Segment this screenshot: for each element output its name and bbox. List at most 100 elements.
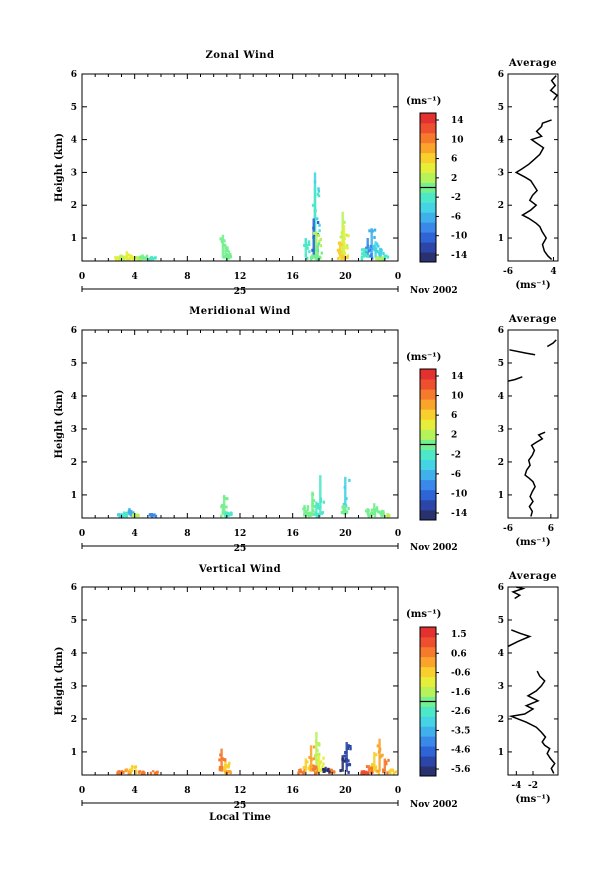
y-tick-label: 3 xyxy=(71,168,77,178)
colorbar-swatch xyxy=(420,142,436,154)
data-cell xyxy=(365,246,368,250)
average-y-tick-label: 1 xyxy=(498,491,504,501)
data-cell xyxy=(220,505,223,509)
data-cell xyxy=(377,244,380,248)
data-cell xyxy=(385,762,388,766)
colorbar-tick-label: 2 xyxy=(451,174,457,184)
x-tick-label: 0 xyxy=(79,529,85,539)
data-cell xyxy=(114,256,117,260)
colorbar-tick-label: -2.6 xyxy=(451,707,470,717)
data-cell xyxy=(119,256,122,260)
data-column xyxy=(311,491,314,515)
data-column xyxy=(362,247,365,258)
data-cell xyxy=(135,769,138,773)
colorbar-swatch xyxy=(420,242,436,253)
data-cell xyxy=(340,243,343,247)
average-panel-2: Average 1 2 3 4 5 6 -6 6 (ms⁻¹) xyxy=(498,314,559,548)
data-cell xyxy=(382,768,385,772)
data-cell xyxy=(347,770,350,774)
data-column xyxy=(383,254,386,258)
data-cell xyxy=(130,510,133,513)
data-patch xyxy=(303,238,311,260)
x-tick-label: 0 xyxy=(395,786,401,796)
data-column xyxy=(151,770,155,773)
x-tick-label: 0 xyxy=(79,272,85,282)
colorbar-tick-label: -3.5 xyxy=(451,726,470,736)
colorbar-unit: (ms⁻¹) xyxy=(406,96,441,107)
data-column xyxy=(362,770,365,773)
data-cell xyxy=(118,514,122,518)
data-column xyxy=(125,768,128,772)
x-tick-label: 12 xyxy=(234,529,247,539)
data-patch xyxy=(372,503,380,518)
colorbar-tick-label: -6 xyxy=(451,470,461,480)
data-cell xyxy=(376,744,380,748)
colorbar-swatch xyxy=(420,232,436,243)
data-cell xyxy=(340,511,344,514)
data-column xyxy=(366,508,369,515)
data-cell xyxy=(345,233,348,237)
data-cell xyxy=(227,256,231,260)
data-cell xyxy=(386,514,389,518)
data-cell xyxy=(347,507,350,510)
data-column xyxy=(220,748,223,772)
y-tick-label: 6 xyxy=(71,583,77,593)
date-label: Nov 2002 xyxy=(410,800,458,810)
data-column xyxy=(370,228,373,258)
colorbar-swatch xyxy=(420,627,436,638)
data-cell xyxy=(368,229,371,233)
data-cell xyxy=(318,229,321,233)
data-cell xyxy=(318,239,321,243)
data-cell xyxy=(132,511,135,515)
data-cell xyxy=(121,257,125,260)
data-cell xyxy=(381,256,384,260)
data-column xyxy=(138,770,142,773)
colorbar-swatch xyxy=(420,636,436,648)
data-cell xyxy=(343,754,346,758)
data-patch xyxy=(116,770,125,775)
data-cell xyxy=(132,257,135,261)
data-cell xyxy=(316,257,320,261)
data-cell xyxy=(116,256,120,260)
x-tick-label: 20 xyxy=(339,272,352,282)
data-cell xyxy=(369,767,372,771)
data-cell xyxy=(218,765,222,769)
y-tick-label: 3 xyxy=(71,425,77,435)
colorbar-swatch xyxy=(420,172,436,183)
colorbar-swatch xyxy=(420,656,436,668)
data-cell xyxy=(381,513,384,517)
data-column xyxy=(136,256,139,259)
colorbar-swatch xyxy=(420,726,436,737)
colorbar-tick-label: 6 xyxy=(451,411,457,421)
data-cell xyxy=(149,771,153,775)
colorbar-swatch xyxy=(420,706,436,717)
average-y-tick-label: 4 xyxy=(498,649,504,659)
data-cell xyxy=(130,513,133,517)
data-column xyxy=(304,238,307,258)
data-cell xyxy=(218,758,221,762)
colorbar-tick-label: 10 xyxy=(451,392,464,402)
data-cell xyxy=(348,478,351,482)
y-axis-label: Height (km) xyxy=(54,390,65,459)
colorbar-swatch xyxy=(420,499,436,511)
data-cell xyxy=(365,509,368,513)
colorbar-swatch xyxy=(420,409,436,420)
data-cell xyxy=(385,254,388,258)
data-cell xyxy=(303,513,306,517)
data-cell xyxy=(128,768,132,772)
data-cell xyxy=(337,257,340,260)
data-cell xyxy=(371,770,374,774)
colorbar-swatch xyxy=(420,122,436,134)
average-x-tick-label: -2 xyxy=(528,781,538,791)
colorbar-swatch xyxy=(420,152,436,164)
data-column xyxy=(224,244,227,258)
data-cell xyxy=(343,759,346,763)
data-patch xyxy=(343,742,352,774)
data-cell xyxy=(223,766,226,770)
data-cell xyxy=(150,514,153,517)
data-column xyxy=(366,238,369,258)
data-patch xyxy=(382,758,390,775)
data-cell xyxy=(377,251,381,255)
colorbar-tick-label: 10 xyxy=(451,135,464,145)
